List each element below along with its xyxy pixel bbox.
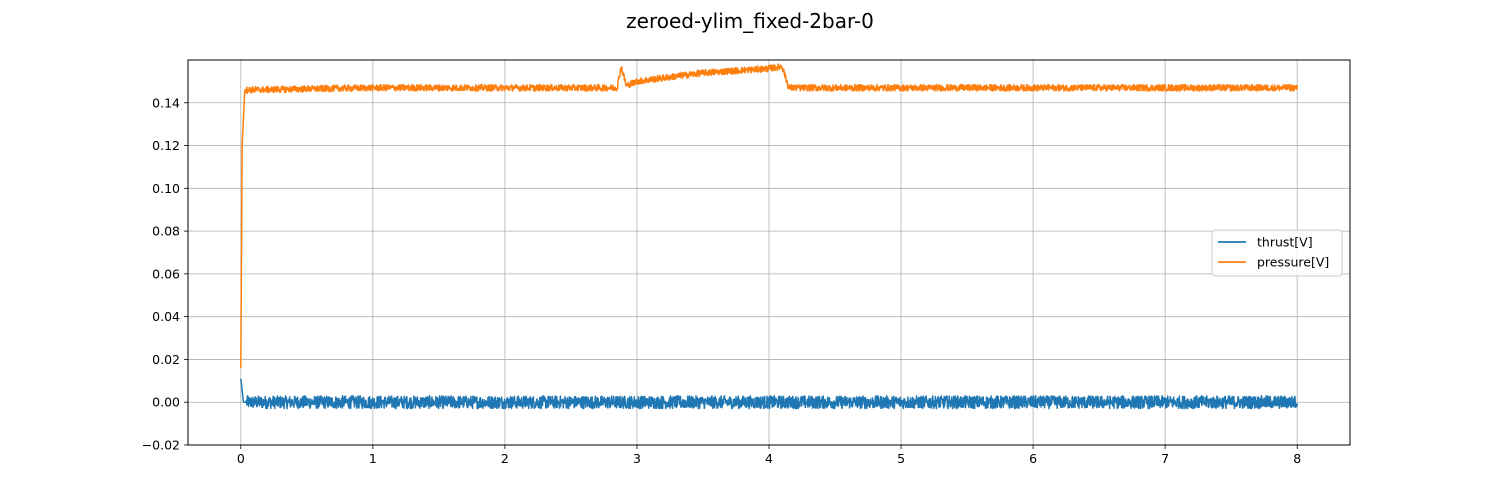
x-axis: 0 1 2 3 4 5 6 7 8: [237, 445, 1301, 466]
legend-label: thrust[V]: [1257, 235, 1313, 250]
y-tick-label: −0.02: [142, 438, 180, 453]
y-tick-label: 0.10: [152, 181, 180, 196]
y-tick-label: 0.12: [152, 138, 180, 153]
y-tick-label: 0.06: [152, 266, 180, 281]
x-tick-label: 8: [1293, 451, 1301, 466]
x-tick-label: 5: [897, 451, 905, 466]
series-line-pressure: [240, 63, 1298, 369]
x-tick-label: 2: [501, 451, 509, 466]
x-tick-label: 1: [369, 451, 377, 466]
x-tick-label: 3: [633, 451, 641, 466]
x-tick-label: 4: [765, 451, 773, 466]
y-tick-label: 0.04: [152, 309, 180, 324]
y-tick-label: 0.14: [152, 95, 180, 110]
chart-title: zeroed-ylim_fixed-2bar-0: [626, 9, 874, 33]
y-tick-label: 0.02: [152, 352, 180, 367]
x-tick-label: 6: [1029, 451, 1037, 466]
x-tick-label: 7: [1161, 451, 1169, 466]
legend: thrust[V] pressure[V]: [1211, 229, 1343, 277]
grid-lines: [188, 60, 1350, 446]
y-tick-label: 0.00: [152, 395, 180, 410]
series-group: [240, 63, 1298, 410]
x-tick-label: 0: [237, 451, 245, 466]
series-line-thrust: [240, 378, 1298, 410]
y-tick-label: 0.08: [152, 224, 180, 239]
y-axis: −0.02 0.00 0.02 0.04 0.06 0.08 0.10 0.12 0.14: [142, 95, 188, 453]
legend-label: pressure[V]: [1257, 255, 1329, 270]
